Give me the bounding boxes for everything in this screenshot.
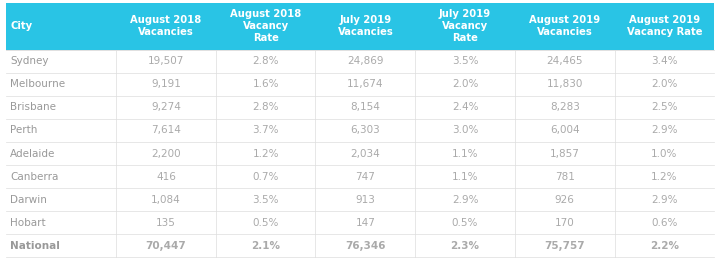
Text: 2.0%: 2.0% xyxy=(452,79,478,89)
Bar xyxy=(6,50,714,73)
Text: Adelaide: Adelaide xyxy=(10,148,55,159)
Text: 2.8%: 2.8% xyxy=(253,102,279,112)
Text: 2.5%: 2.5% xyxy=(651,102,678,112)
Text: 3.7%: 3.7% xyxy=(253,126,279,135)
Text: 24,869: 24,869 xyxy=(347,56,384,66)
Text: 1.2%: 1.2% xyxy=(651,172,678,182)
Text: 0.5%: 0.5% xyxy=(253,218,279,228)
Bar xyxy=(6,234,714,257)
Text: 2.2%: 2.2% xyxy=(650,241,679,251)
Text: 6,004: 6,004 xyxy=(550,126,580,135)
Text: Perth: Perth xyxy=(10,126,37,135)
Text: 2.3%: 2.3% xyxy=(451,241,480,251)
Text: Brisbane: Brisbane xyxy=(10,102,56,112)
Text: Melbourne: Melbourne xyxy=(10,79,66,89)
Text: 416: 416 xyxy=(156,172,176,182)
Text: National: National xyxy=(10,241,60,251)
Text: 1.1%: 1.1% xyxy=(451,172,478,182)
Text: 2,200: 2,200 xyxy=(151,148,181,159)
Text: 781: 781 xyxy=(555,172,575,182)
Text: 170: 170 xyxy=(555,218,575,228)
Text: 0.6%: 0.6% xyxy=(651,218,678,228)
Text: 1.0%: 1.0% xyxy=(651,148,678,159)
Text: Hobart: Hobart xyxy=(10,218,45,228)
Bar xyxy=(6,211,714,234)
Text: 8,283: 8,283 xyxy=(550,102,580,112)
Text: 926: 926 xyxy=(555,195,575,205)
Text: 11,830: 11,830 xyxy=(546,79,583,89)
Text: Canberra: Canberra xyxy=(10,172,58,182)
Text: 9,274: 9,274 xyxy=(151,102,181,112)
Text: 8,154: 8,154 xyxy=(351,102,380,112)
Bar xyxy=(6,119,714,142)
Text: 2.4%: 2.4% xyxy=(451,102,478,112)
Text: 7,614: 7,614 xyxy=(151,126,181,135)
Text: 2.9%: 2.9% xyxy=(451,195,478,205)
Text: 6,303: 6,303 xyxy=(351,126,380,135)
Text: Darwin: Darwin xyxy=(10,195,47,205)
Text: August 2019
Vacancies: August 2019 Vacancies xyxy=(529,15,600,37)
Bar xyxy=(6,165,714,188)
Text: 76,346: 76,346 xyxy=(345,241,386,251)
Text: 2.9%: 2.9% xyxy=(651,195,678,205)
Text: 3.5%: 3.5% xyxy=(253,195,279,205)
Text: 11,674: 11,674 xyxy=(347,79,384,89)
Text: 1,857: 1,857 xyxy=(550,148,580,159)
Text: 135: 135 xyxy=(156,218,176,228)
Text: 19,507: 19,507 xyxy=(148,56,184,66)
Bar xyxy=(6,73,714,96)
Text: 1,084: 1,084 xyxy=(151,195,181,205)
Text: 1.6%: 1.6% xyxy=(253,79,279,89)
Text: 2.8%: 2.8% xyxy=(253,56,279,66)
Text: 70,447: 70,447 xyxy=(145,241,186,251)
Text: City: City xyxy=(10,21,32,31)
Text: 2,034: 2,034 xyxy=(351,148,380,159)
Bar xyxy=(6,142,714,165)
Text: 1.2%: 1.2% xyxy=(253,148,279,159)
Text: 9,191: 9,191 xyxy=(151,79,181,89)
Bar xyxy=(6,3,714,50)
Text: 3.0%: 3.0% xyxy=(452,126,478,135)
Text: 913: 913 xyxy=(356,195,375,205)
Text: July 2019
Vacancies: July 2019 Vacancies xyxy=(338,15,393,37)
Text: 0.7%: 0.7% xyxy=(253,172,279,182)
Text: 2.0%: 2.0% xyxy=(651,79,678,89)
Text: 747: 747 xyxy=(356,172,375,182)
Bar xyxy=(6,188,714,211)
Text: 75,757: 75,757 xyxy=(544,241,585,251)
Text: July 2019
Vacancy
Rate: July 2019 Vacancy Rate xyxy=(439,9,491,43)
Text: 1.1%: 1.1% xyxy=(451,148,478,159)
Bar xyxy=(6,96,714,119)
Text: 3.4%: 3.4% xyxy=(651,56,678,66)
Text: August 2018
Vacancies: August 2018 Vacancies xyxy=(130,15,202,37)
Text: 2.9%: 2.9% xyxy=(651,126,678,135)
Text: 147: 147 xyxy=(356,218,375,228)
Text: Sydney: Sydney xyxy=(10,56,48,66)
Text: 0.5%: 0.5% xyxy=(452,218,478,228)
Text: August 2018
Vacancy
Rate: August 2018 Vacancy Rate xyxy=(230,9,301,43)
Text: 2.1%: 2.1% xyxy=(251,241,280,251)
Text: August 2019
Vacancy Rate: August 2019 Vacancy Rate xyxy=(626,15,702,37)
Text: 24,465: 24,465 xyxy=(546,56,583,66)
Text: 3.5%: 3.5% xyxy=(451,56,478,66)
